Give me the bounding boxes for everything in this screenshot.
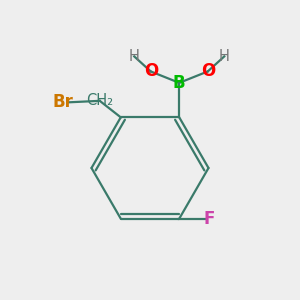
Text: B: B bbox=[173, 74, 186, 92]
Text: O: O bbox=[144, 62, 158, 80]
Text: Br: Br bbox=[52, 93, 73, 111]
Text: H: H bbox=[129, 49, 140, 64]
Text: O: O bbox=[201, 62, 215, 80]
Text: F: F bbox=[204, 210, 215, 228]
Text: H: H bbox=[219, 49, 230, 64]
Text: CH₂: CH₂ bbox=[86, 93, 113, 108]
